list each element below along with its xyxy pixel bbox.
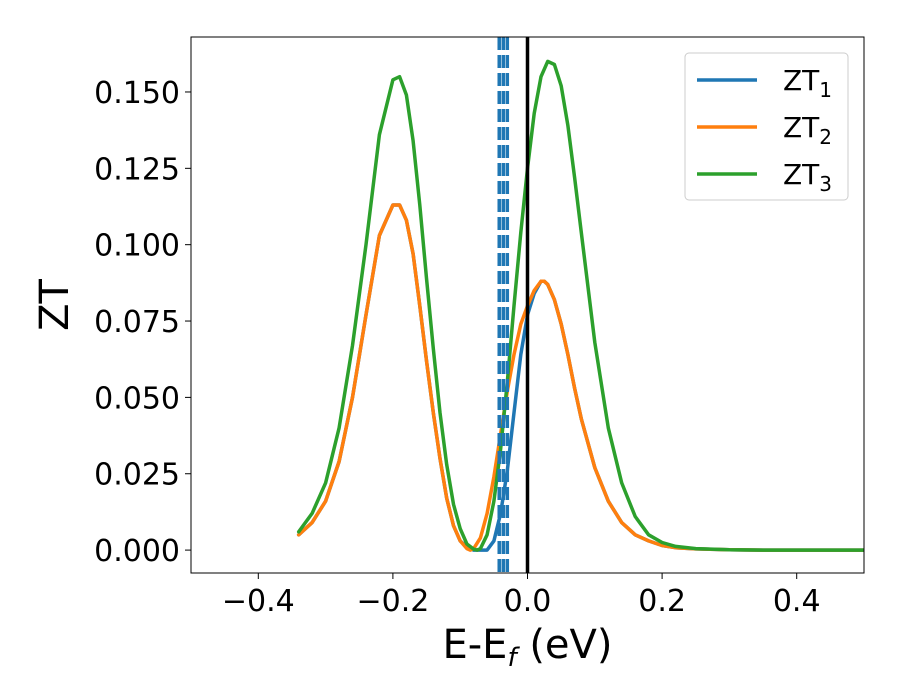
plot-area — [296, 37, 864, 573]
legend-box — [684, 52, 849, 201]
y-tick-label: 0.050 — [94, 381, 180, 416]
x-tick-label: −0.2 — [356, 584, 429, 619]
y-tick-label: 0.125 — [94, 152, 180, 187]
x-tick-label: 0.0 — [504, 584, 552, 619]
y-tick-label: 0.150 — [94, 76, 180, 111]
y-tick-label: 0.100 — [94, 229, 180, 264]
y-tick-label: 0.025 — [94, 458, 180, 493]
x-tick-label: 0.2 — [638, 584, 686, 619]
x-axis: −0.4 −0.2 0.0 0.2 0.4 — [222, 573, 821, 619]
legend-label-1: ZT1 — [783, 64, 832, 102]
y-tick-label: 0.075 — [94, 305, 180, 340]
y-tick-label: 0.000 — [94, 534, 180, 569]
legend-label-2: ZT2 — [783, 111, 832, 149]
x-axis-title-tail: (eV) — [517, 622, 613, 668]
legend-label-3: ZT3 — [783, 158, 832, 196]
y-axis: 0.000 0.025 0.050 0.075 0.100 0.125 0.150 — [94, 76, 191, 569]
x-tick-label: 0.4 — [773, 584, 821, 619]
x-tick-label: −0.4 — [222, 584, 295, 619]
legend: ZT1 ZT2 ZT3 — [684, 52, 849, 201]
y-axis-title: ZT — [32, 279, 78, 331]
x-axis-title: E-Ef (eV) — [442, 622, 612, 673]
x-axis-title-main: E-E — [442, 622, 507, 668]
